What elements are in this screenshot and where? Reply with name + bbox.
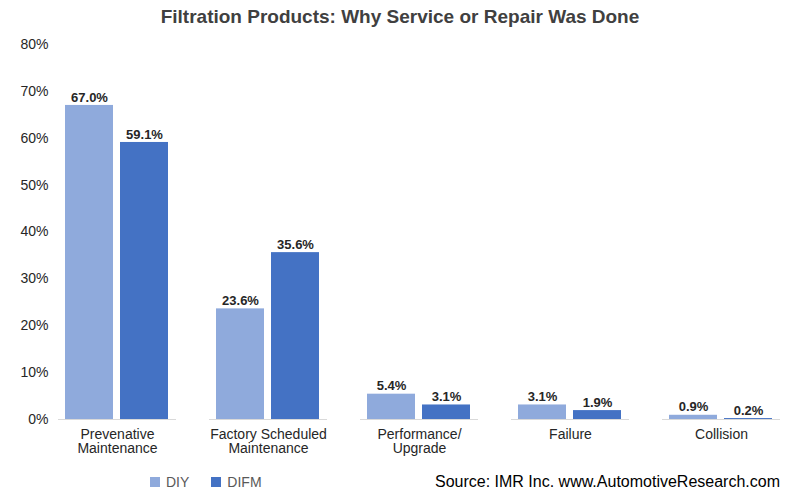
- svg-text:Failure: Failure: [549, 426, 592, 442]
- svg-text:40%: 40%: [20, 223, 48, 239]
- svg-text:10%: 10%: [20, 364, 48, 380]
- svg-text:23.6%: 23.6%: [222, 293, 259, 308]
- svg-text:0%: 0%: [28, 411, 48, 427]
- svg-text:0.2%: 0.2%: [734, 403, 764, 418]
- svg-text:5.4%: 5.4%: [377, 378, 407, 393]
- html-text:DIFM: DIFM: [227, 474, 262, 490]
- svg-text:80%: 80%: [20, 36, 48, 52]
- svg-text:30%: 30%: [20, 270, 48, 286]
- svg-text:1.9%: 1.9%: [583, 395, 613, 410]
- svg-text:20%: 20%: [20, 317, 48, 333]
- html-text:DIY: DIY: [166, 474, 190, 490]
- svg-text:0.9%: 0.9%: [679, 399, 709, 414]
- svg-text:70%: 70%: [20, 83, 48, 99]
- svg-text:60%: 60%: [20, 130, 48, 146]
- svg-text:PrevenativeMaintenance: PrevenativeMaintenance: [77, 426, 157, 456]
- svg-text:35.6%: 35.6%: [277, 237, 314, 252]
- svg-text:Factory ScheduledMaintenance: Factory ScheduledMaintenance: [210, 426, 327, 456]
- svg-text:Performance/Upgrade: Performance/Upgrade: [377, 426, 461, 456]
- html-text:Source: IMR Inc. www.Automotiv: Source: IMR Inc. www.AutomotiveResearch.…: [435, 473, 780, 490]
- svg-text:67.0%: 67.0%: [71, 90, 108, 105]
- svg-text:59.1%: 59.1%: [126, 127, 163, 142]
- html-text:Filtration Products: Why Servi: Filtration Products: Why Service or Repa…: [160, 6, 640, 27]
- svg-text:3.1%: 3.1%: [528, 389, 558, 404]
- svg-text:3.1%: 3.1%: [432, 389, 462, 404]
- svg-text:Collision: Collision: [695, 426, 748, 442]
- svg-text:50%: 50%: [20, 177, 48, 193]
